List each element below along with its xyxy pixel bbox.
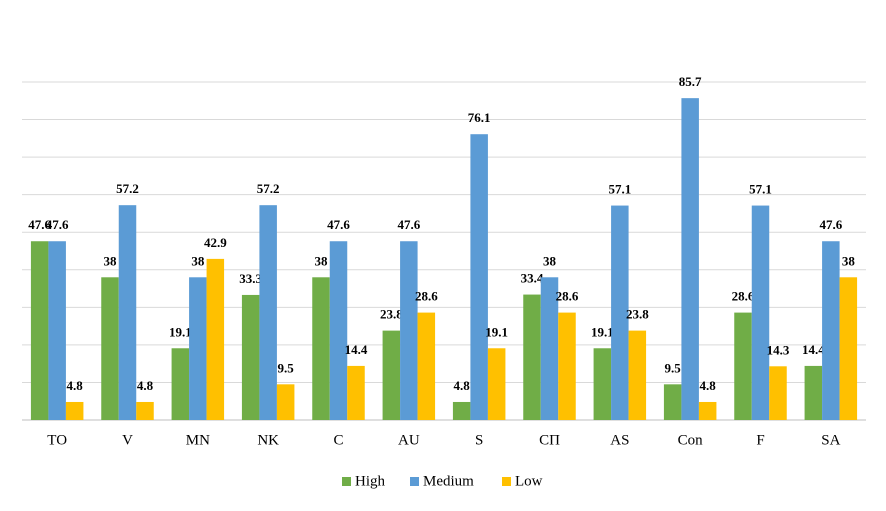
bar: [382, 330, 401, 420]
value-label: 28.6: [732, 289, 755, 304]
value-label: 4.8: [454, 378, 471, 393]
bar: [734, 312, 752, 420]
x-tick-label: NK: [257, 432, 279, 448]
bar: [540, 277, 559, 420]
bar: [276, 384, 295, 420]
bar: [118, 205, 137, 420]
value-label: 28.6: [556, 289, 579, 304]
x-tick-label: TO: [47, 432, 67, 448]
bar: [593, 348, 612, 420]
bar: [804, 365, 823, 420]
bar: [698, 401, 717, 420]
value-label: 38: [315, 253, 329, 268]
bar: [171, 348, 190, 420]
bar: [400, 241, 418, 420]
bar: [822, 241, 840, 420]
bar: [417, 312, 436, 420]
legend-swatch: [410, 477, 419, 486]
value-label: 4.8: [67, 378, 84, 393]
x-tick-label: C: [333, 432, 343, 448]
value-label: 33.3: [239, 271, 262, 286]
bar: [470, 134, 488, 421]
legend-swatch: [502, 477, 511, 486]
value-label: 76.1: [468, 110, 491, 125]
bar: [347, 365, 365, 420]
bar: [189, 277, 207, 420]
x-tick-label: MN: [186, 432, 210, 448]
bar: [30, 241, 49, 420]
value-label: 47.6: [46, 217, 69, 232]
legend-label: High: [355, 473, 386, 489]
value-label: 38: [543, 253, 557, 268]
value-label: 4.8: [137, 378, 154, 393]
value-label: 14.4: [802, 342, 825, 357]
x-tick-label: SA: [821, 432, 840, 448]
bar: [681, 98, 699, 420]
value-label: 57.1: [608, 182, 631, 197]
value-label: 38: [842, 253, 856, 268]
value-label: 4.8: [700, 378, 717, 393]
bar: [663, 384, 682, 420]
legend-label: Medium: [423, 473, 474, 489]
bar: [65, 401, 84, 420]
bar: [523, 294, 541, 420]
bar: [452, 401, 471, 420]
bar: [329, 241, 348, 420]
x-tick-label: AU: [398, 432, 420, 448]
value-label: 14.4: [345, 342, 368, 357]
bar: [558, 312, 576, 420]
value-label: 57.1: [749, 182, 772, 197]
value-label: 28.6: [415, 289, 438, 304]
bar: [101, 277, 119, 420]
value-label: 85.7: [679, 74, 702, 89]
bar: [628, 330, 647, 420]
bar: [751, 205, 770, 420]
value-label: 47.6: [327, 217, 350, 232]
x-tick-label: Con: [678, 432, 704, 448]
value-label: 47.6: [28, 217, 51, 232]
bar: [241, 294, 260, 420]
value-label: 14.3: [767, 342, 790, 357]
value-label: 47.6: [397, 217, 420, 232]
x-tick-label: AS: [610, 432, 629, 448]
value-label: 9.5: [278, 360, 295, 375]
value-label: 33.4: [521, 271, 544, 286]
legend-label: Low: [515, 473, 543, 489]
value-label: 19.1: [485, 324, 508, 339]
bar: [259, 205, 277, 420]
x-tick-label: V: [122, 432, 133, 448]
value-label: 19.1: [591, 324, 614, 339]
value-label: 42.9: [204, 235, 227, 250]
value-label: 9.5: [665, 360, 682, 375]
value-label: 57.2: [116, 181, 139, 196]
value-label: 57.2: [257, 181, 280, 196]
x-tick-label: СП: [539, 432, 560, 448]
bar: [611, 205, 629, 420]
bar: [312, 277, 330, 420]
bar: [136, 401, 154, 420]
legend-swatch: [342, 477, 351, 486]
bar: [487, 348, 506, 420]
bar: [48, 241, 66, 420]
value-label: 38: [191, 253, 205, 268]
bar: [839, 277, 858, 420]
value-label: 38: [104, 253, 118, 268]
bar: [769, 366, 787, 420]
bar: [206, 258, 225, 420]
x-tick-label: S: [475, 432, 483, 448]
x-tick-label: F: [756, 432, 764, 448]
value-label: 23.8: [626, 307, 649, 322]
value-label: 47.6: [819, 217, 842, 232]
value-label: 19.1: [169, 324, 192, 339]
value-label: 23.8: [380, 307, 403, 322]
